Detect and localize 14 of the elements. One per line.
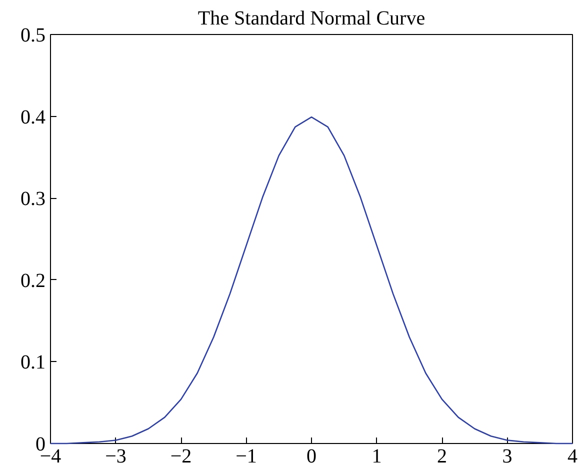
x-tick-label: 0 xyxy=(306,446,316,468)
y-tick-label: 0.3 xyxy=(20,188,46,210)
x-tick-label: 1 xyxy=(372,446,382,468)
y-tick-label: 0.4 xyxy=(20,106,46,128)
x-tick-label: 4 xyxy=(568,446,578,468)
y-tick-label: 0.5 xyxy=(20,24,46,46)
y-tick-label: 0.2 xyxy=(20,270,46,292)
x-tick-label: −3 xyxy=(105,446,126,468)
x-tick-label: −2 xyxy=(170,446,192,468)
x-tick-label: 3 xyxy=(502,446,512,468)
x-tick-label: 2 xyxy=(437,446,447,468)
y-tick-label: 0.1 xyxy=(20,352,46,374)
x-tick-label: −1 xyxy=(236,446,257,468)
chart-title: The Standard Normal Curve xyxy=(198,8,426,30)
